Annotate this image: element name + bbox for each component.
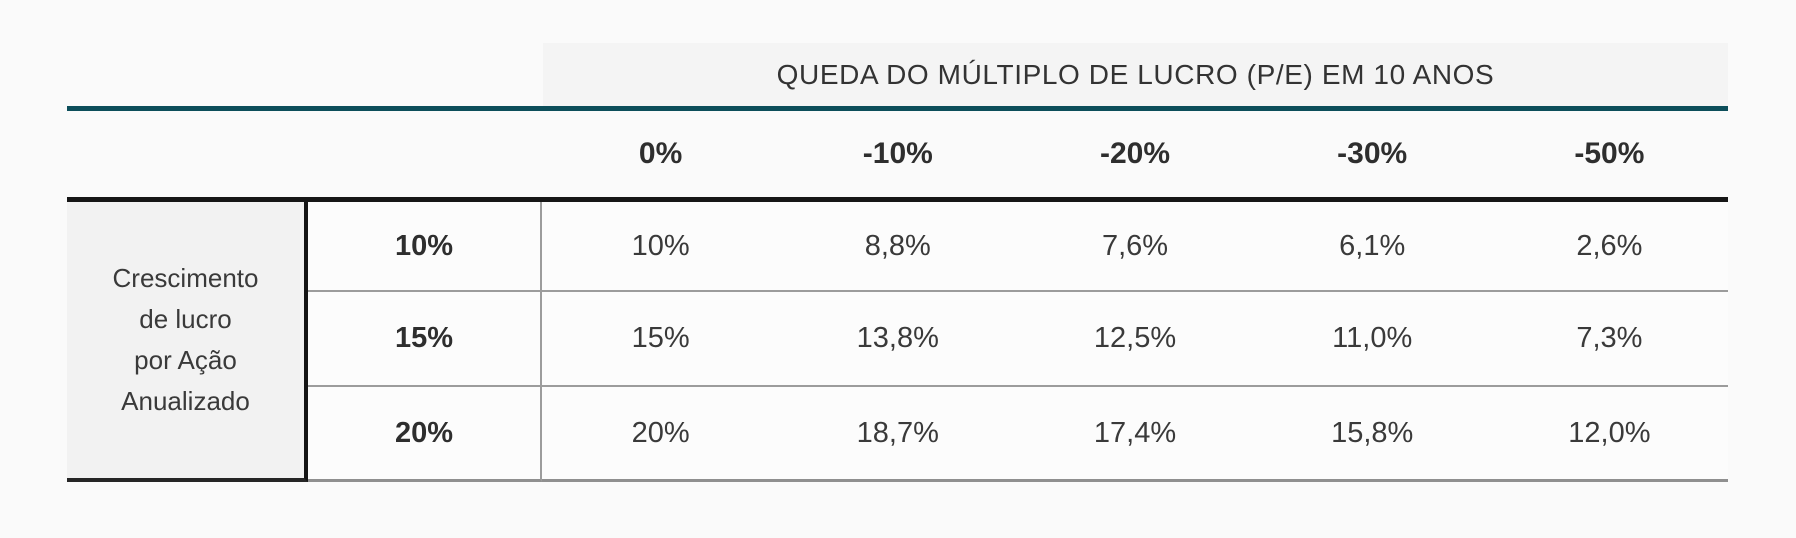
column-header-row: 0% -10% -20% -30% -50% <box>67 111 1728 197</box>
table-cell: 13,8% <box>779 292 1017 387</box>
column-header-spacer <box>67 111 542 197</box>
row-axis-label-line: por Ação <box>134 345 237 375</box>
column-header-4: -50% <box>1574 137 1645 170</box>
header-divider-rule <box>67 197 1728 202</box>
row-header-20pct: 20% <box>308 387 542 482</box>
row-header-10pct: 10% <box>308 202 542 292</box>
row-axis-label-line: Anualizado <box>121 386 250 416</box>
row-header-15pct: 15% <box>308 292 542 387</box>
table-cell: 15,8% <box>1253 387 1491 482</box>
column-header-0: 0% <box>638 137 683 170</box>
table-body: Crescimento de lucro por Ação Anualizado… <box>67 202 1728 482</box>
table-title: QUEDA DO MÚLTIPLO DE LUCRO (P/E) EM 10 A… <box>776 58 1495 90</box>
table-cell: 15% <box>542 292 780 387</box>
table-cell: 12,5% <box>1016 292 1254 387</box>
row-axis-label-line: de lucro <box>139 304 232 334</box>
table-cell: 20% <box>542 387 780 482</box>
table-cell: 2,6% <box>1490 202 1728 292</box>
table-cell: 11,0% <box>1253 292 1491 387</box>
column-header-2: -20% <box>1099 137 1171 170</box>
table-cell: 7,6% <box>1016 202 1254 292</box>
table-cell: 12,0% <box>1490 387 1728 482</box>
table-cell: 10% <box>542 202 780 292</box>
table-cell: 7,3% <box>1490 292 1728 387</box>
table-title-strip: QUEDA DO MÚLTIPLO DE LUCRO (P/E) EM 10 A… <box>543 43 1728 106</box>
column-header-3: -30% <box>1337 137 1408 170</box>
table-cell: 8,8% <box>779 202 1017 292</box>
table-cell: 18,7% <box>779 387 1017 482</box>
column-header-1: -10% <box>862 137 933 170</box>
table-cell: 6,1% <box>1253 202 1491 292</box>
row-axis-label-line: Crescimento <box>112 263 259 293</box>
table-cell: 17,4% <box>1016 387 1254 482</box>
teal-top-rule <box>67 106 1728 111</box>
row-axis-label: Crescimento de lucro por Ação Anualizado <box>67 202 308 482</box>
